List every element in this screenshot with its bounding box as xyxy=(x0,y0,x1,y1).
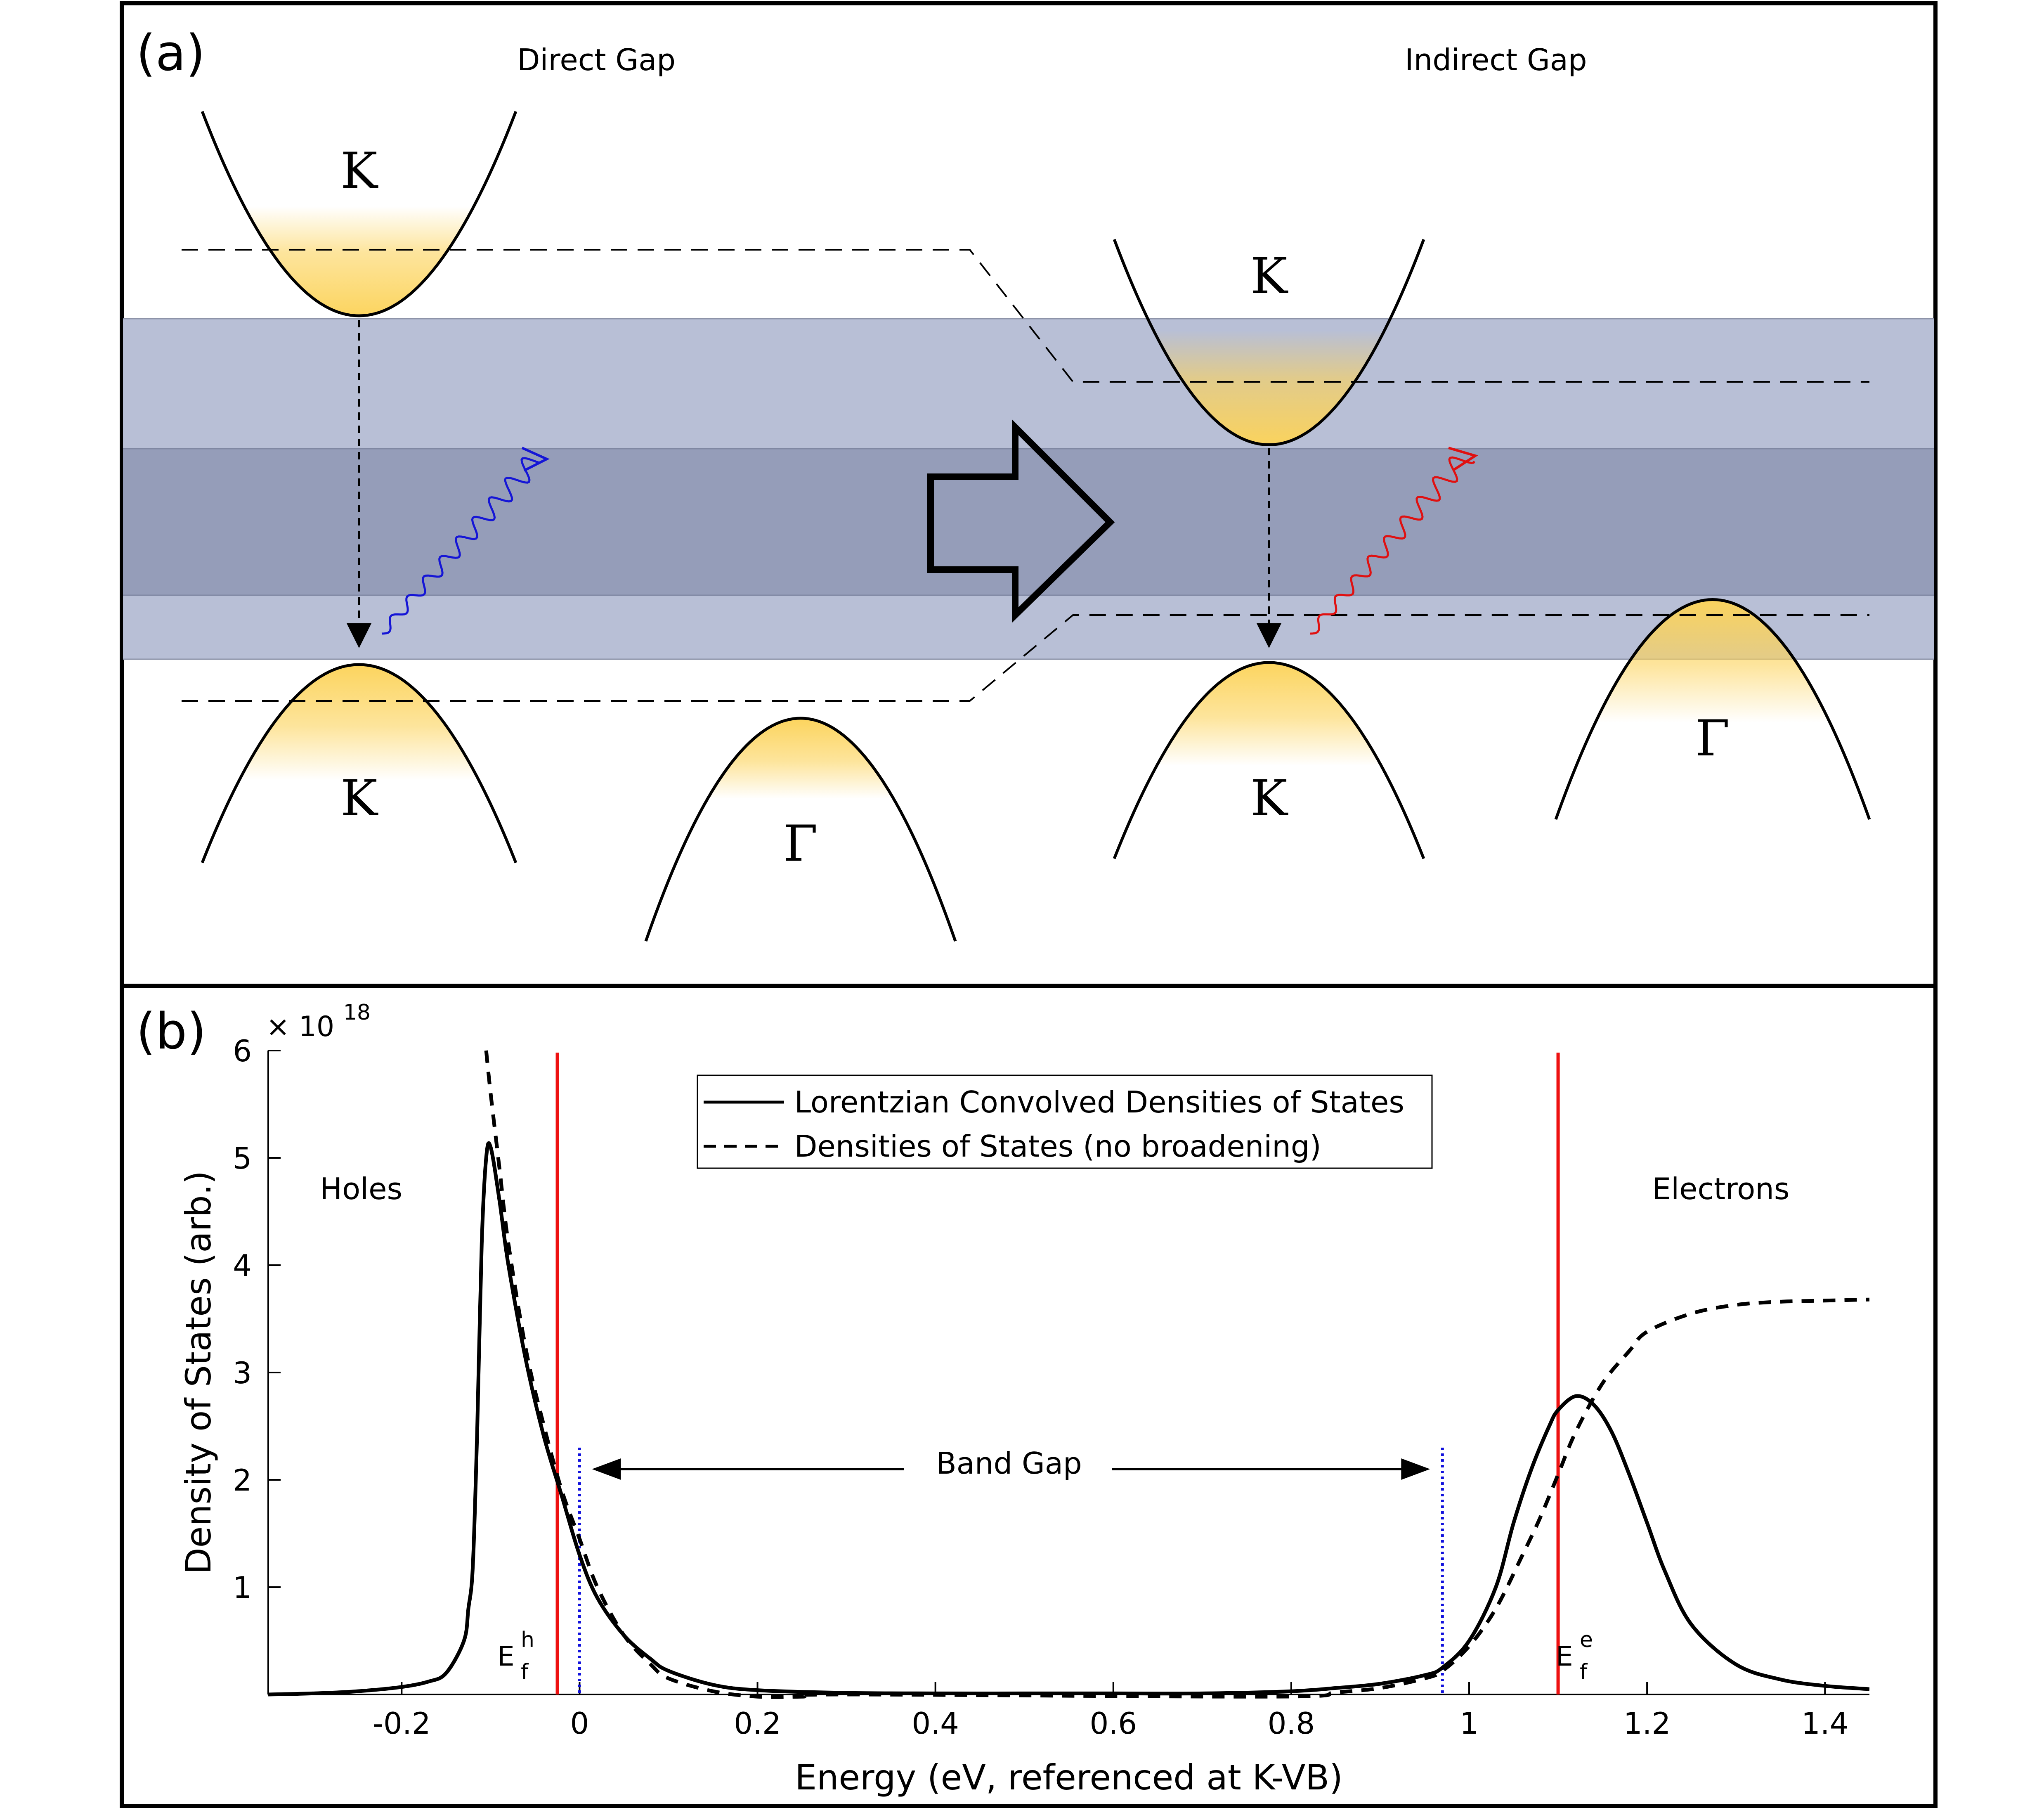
panel-b-label: (b) xyxy=(136,1003,206,1060)
fermi-electron-label: E xyxy=(1556,1640,1573,1672)
x-ticks: -0.2 0 0.2 0.4 0.6 0.8 1 1.2 1.4 xyxy=(373,1682,1848,1741)
x-tick-label: 0 xyxy=(570,1706,589,1741)
panel-a-label: (a) xyxy=(136,25,205,82)
direct-vb-k-label: K xyxy=(340,770,378,827)
holes-label: Holes xyxy=(320,1171,402,1206)
x-tick-label: 0.2 xyxy=(734,1706,781,1741)
vb-indirect-gamma-curve xyxy=(1554,598,1871,820)
indirect-vb-k-label: K xyxy=(1250,770,1288,827)
y-exponent-power: 18 xyxy=(343,1000,371,1025)
upper-level-dashed xyxy=(182,249,1869,383)
legend: Lorentzian Convolved Densities of States… xyxy=(697,1074,1433,1169)
lower-level-dashed xyxy=(182,614,1869,702)
vb-indirect-k-curve xyxy=(1113,661,1425,859)
band-gap-arrowhead-right xyxy=(1401,1458,1430,1480)
x-axis-label: Energy (eV, referenced at K-VB) xyxy=(795,1757,1343,1798)
y-tick-label: 1 xyxy=(233,1570,252,1605)
x-tick-label: 1 xyxy=(1460,1706,1479,1741)
y-tick-label: 5 xyxy=(233,1141,252,1176)
direct-gap-title: Direct Gap xyxy=(517,43,676,77)
strain-arrow xyxy=(927,419,1115,623)
indirect-cb-label: K xyxy=(1250,248,1288,305)
y-tick-label: 2 xyxy=(233,1463,252,1498)
indirect-vb-gamma-label: Γ xyxy=(1695,710,1730,767)
band-gap-arrowhead-left xyxy=(592,1458,621,1480)
plot-area xyxy=(268,1050,1869,1699)
panel-a: (a) Direct Gap Indirect Gap xyxy=(120,1,1938,988)
band-shade-dark xyxy=(123,449,1934,595)
y-exponent: × 10 18 xyxy=(266,1000,371,1043)
vb-direct-k-curve xyxy=(201,663,517,864)
series-lorentzian xyxy=(268,1141,1869,1697)
direct-vb-gamma-label: Γ xyxy=(783,815,818,873)
fermi-electron-sub: f xyxy=(1580,1660,1588,1685)
y-axis-label: Density of States (arb.) xyxy=(178,1171,219,1574)
fermi-electron-sup: e xyxy=(1580,1628,1593,1652)
fermi-hole-sup: h xyxy=(521,1628,534,1652)
fermi-hole-sub: f xyxy=(521,1660,529,1685)
panel-b: (b) -0.2 0 0.2 0.4 0.6 0.8 1 1.2 1.4 1 2 3 4 5 6 × 10… xyxy=(120,984,1938,1808)
vb-direct-gamma-curve xyxy=(644,717,957,942)
electrons-label: Electrons xyxy=(1652,1171,1790,1206)
fermi-hole-main: E xyxy=(497,1640,515,1672)
legend-entry-1: Densities of States (no broadening) xyxy=(794,1129,1321,1164)
direct-photon xyxy=(381,447,550,635)
y-tick-label: 6 xyxy=(233,1034,252,1068)
cb-indirect-curve xyxy=(1113,239,1425,446)
y-tick-label: 4 xyxy=(233,1248,252,1283)
series-no-broadening xyxy=(484,1050,1869,1699)
x-tick-label: 1.4 xyxy=(1801,1706,1849,1741)
x-tick-label: 0.4 xyxy=(912,1706,959,1741)
y-tick-label: 3 xyxy=(233,1356,252,1390)
cb-direct-curve xyxy=(201,111,517,317)
y-exponent-base: × 10 xyxy=(266,1010,334,1043)
x-tick-label: 0.8 xyxy=(1268,1706,1315,1741)
y-ticks: 1 2 3 4 5 6 xyxy=(233,1034,281,1605)
indirect-gap-title: Indirect Gap xyxy=(1405,43,1587,77)
x-tick-label: -0.2 xyxy=(373,1706,430,1741)
legend-box xyxy=(697,1074,1433,1169)
x-tick-label: 0.6 xyxy=(1090,1706,1137,1741)
fermi-hole-label: E xyxy=(497,1640,515,1672)
legend-entry-0: Lorentzian Convolved Densities of States xyxy=(794,1085,1404,1119)
direct-cb-label: K xyxy=(340,142,378,200)
band-gap-label: Band Gap xyxy=(936,1446,1082,1481)
x-tick-label: 1.2 xyxy=(1623,1706,1671,1741)
indirect-photon xyxy=(1310,447,1479,635)
fermi-electron-main: E xyxy=(1556,1640,1573,1672)
